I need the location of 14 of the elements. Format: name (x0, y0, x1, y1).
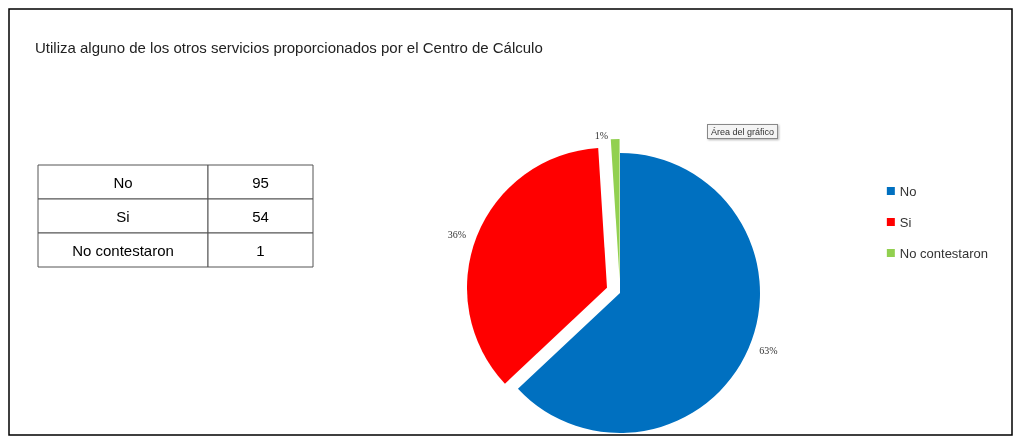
text: Área del gráfico (711, 126, 775, 137)
legend-label: No (899, 183, 917, 199)
legend-label: Si (899, 214, 912, 230)
text: 1 (256, 241, 265, 259)
data-label: 63% (759, 344, 778, 356)
category-label: No (113, 173, 133, 191)
legend-label: No contestaron (899, 245, 989, 261)
category-label: No contestaron (72, 241, 174, 259)
text: 95 (252, 173, 269, 191)
text: 54 (252, 207, 269, 225)
category-label: Si (116, 207, 130, 225)
text: Utiliza alguno de los otros servicios proporcionados por el Centro de Cálculo (35, 38, 543, 56)
data-label: 36% (447, 229, 467, 241)
data-label: 1% (594, 129, 609, 141)
